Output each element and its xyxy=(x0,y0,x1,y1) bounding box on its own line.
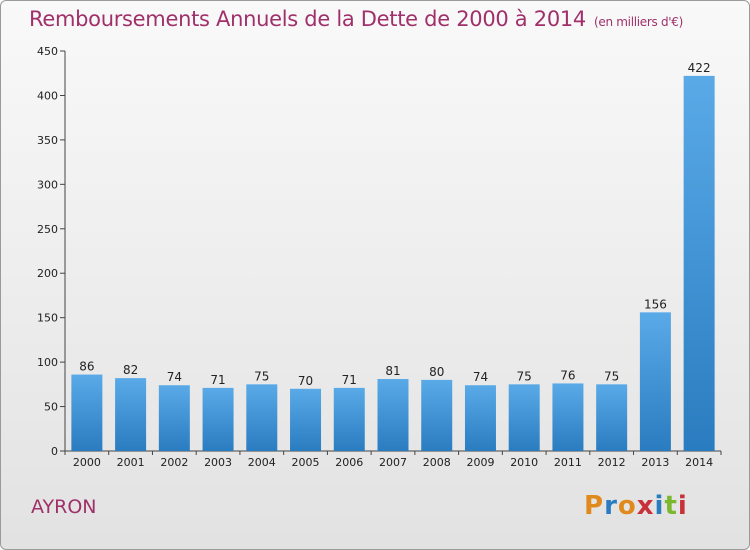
bar xyxy=(158,385,190,451)
bar-value-label: 71 xyxy=(210,373,225,387)
bar-value-label: 75 xyxy=(254,369,269,383)
bar-value-label: 75 xyxy=(604,369,619,383)
x-tick-label: 2013 xyxy=(641,456,669,469)
y-tick-label: 100 xyxy=(37,356,58,369)
logo-letter: i xyxy=(654,491,665,521)
y-tick-label: 400 xyxy=(37,89,58,102)
bar-value-label: 80 xyxy=(429,365,444,379)
bar-value-label: 70 xyxy=(298,374,313,388)
y-tick-label: 150 xyxy=(37,312,58,325)
x-tick-label: 2007 xyxy=(379,456,407,469)
y-tick-label: 250 xyxy=(37,223,58,236)
x-tick-label: 2014 xyxy=(685,456,713,469)
logo-letter: P xyxy=(584,491,605,521)
y-tick-label: 350 xyxy=(37,134,58,147)
x-tick-label: 2004 xyxy=(248,456,276,469)
y-tick-label: 300 xyxy=(37,178,58,191)
logo-letter: o xyxy=(617,491,637,521)
y-tick-label: 0 xyxy=(51,445,58,458)
y-tick-label: 450 xyxy=(37,45,58,58)
x-tick-label: 2003 xyxy=(204,456,232,469)
bar-value-label: 86 xyxy=(79,360,94,374)
bar-value-label: 422 xyxy=(688,61,711,75)
bar-value-label: 82 xyxy=(123,363,138,377)
bar-value-label: 81 xyxy=(385,364,400,378)
x-tick-label: 2008 xyxy=(423,456,451,469)
chart-title: Remboursements Annuels de la Dette de 20… xyxy=(29,7,683,31)
x-tick-label: 2010 xyxy=(510,456,538,469)
bar xyxy=(421,379,453,451)
bar xyxy=(333,387,365,451)
bar-value-label: 74 xyxy=(167,370,182,384)
x-tick-label: 2006 xyxy=(335,456,363,469)
logo-letter: i xyxy=(677,491,688,521)
x-tick-label: 2012 xyxy=(598,456,626,469)
bar-value-label: 76 xyxy=(560,368,575,382)
bar-value-label: 74 xyxy=(473,370,488,384)
chart-title-text: Remboursements Annuels de la Dette de 20… xyxy=(29,7,586,31)
bar-value-label: 71 xyxy=(342,373,357,387)
x-tick-label: 2009 xyxy=(466,456,494,469)
bar xyxy=(377,379,409,451)
bar xyxy=(246,384,278,451)
bar xyxy=(290,388,322,451)
logo-letter: r xyxy=(604,491,618,521)
chart-subtitle: (en milliers d'€) xyxy=(594,15,684,29)
bar xyxy=(115,378,147,451)
x-tick-label: 2005 xyxy=(292,456,320,469)
y-tick-label: 50 xyxy=(44,401,58,414)
bar xyxy=(683,75,715,451)
y-tick-label: 200 xyxy=(37,267,58,280)
logo-letter: x xyxy=(636,491,655,521)
bar xyxy=(596,384,628,451)
x-tick-label: 2001 xyxy=(117,456,145,469)
bar-value-label: 156 xyxy=(644,297,667,311)
bar xyxy=(464,385,496,451)
x-tick-label: 2011 xyxy=(554,456,582,469)
bar xyxy=(202,387,234,451)
proxiti-logo: Proxiti xyxy=(584,491,688,521)
logo-letter: t xyxy=(664,491,678,521)
bar xyxy=(71,374,103,451)
city-name: AYRON xyxy=(31,496,97,518)
x-tick-label: 2002 xyxy=(160,456,188,469)
bar xyxy=(552,383,584,451)
bar xyxy=(639,312,671,451)
x-tick-label: 2000 xyxy=(73,456,101,469)
bar-value-label: 75 xyxy=(517,369,532,383)
bar xyxy=(508,384,540,451)
